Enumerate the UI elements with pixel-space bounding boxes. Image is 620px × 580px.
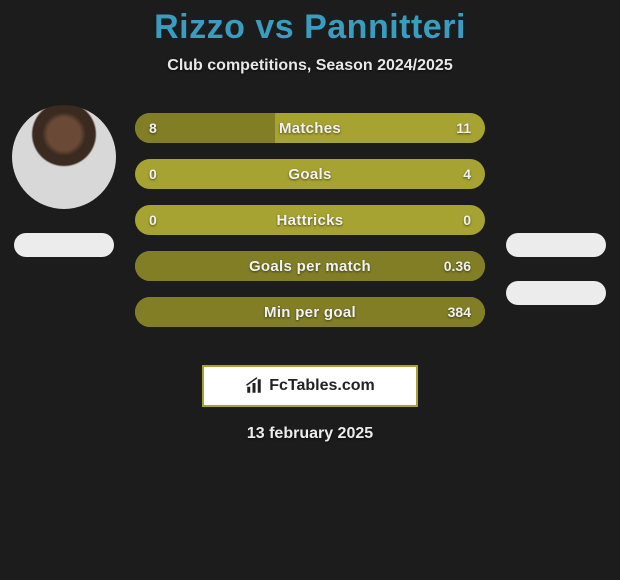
brand-text: FcTables.com — [269, 377, 375, 395]
stat-bars: 8 Matches 11 0 Goals 4 0 Hattricks 0 — [135, 113, 485, 343]
stat-row-matches: 8 Matches 11 — [135, 113, 485, 143]
comparison-panel: 8 Matches 11 0 Goals 4 0 Hattricks 0 — [0, 113, 620, 353]
stat-row-goals: 0 Goals 4 — [135, 159, 485, 189]
stat-label: Goals — [135, 159, 485, 189]
page-title: Rizzo vs Pannitteri — [0, 8, 620, 47]
player-right-name-pill-2 — [506, 281, 606, 305]
stat-row-gpm: Goals per match 0.36 — [135, 251, 485, 281]
stat-label: Matches — [135, 113, 485, 143]
player-right-name-pill — [506, 233, 606, 257]
player-left-column — [8, 105, 120, 257]
player-left-avatar — [12, 105, 116, 209]
chart-icon — [245, 377, 263, 395]
stat-value-right: 0 — [463, 205, 471, 235]
stat-value-right: 11 — [456, 113, 471, 143]
subtitle: Club competitions, Season 2024/2025 — [0, 57, 620, 75]
stat-label: Min per goal — [135, 297, 485, 327]
stat-row-hattricks: 0 Hattricks 0 — [135, 205, 485, 235]
date-text: 13 february 2025 — [0, 425, 620, 443]
stat-value-right: 4 — [463, 159, 471, 189]
stat-row-mpg: Min per goal 384 — [135, 297, 485, 327]
stat-value-right: 384 — [448, 297, 471, 327]
player-right-column — [500, 105, 612, 305]
stat-label: Goals per match — [135, 251, 485, 281]
brand-box[interactable]: FcTables.com — [202, 365, 418, 407]
player-left-name-pill — [14, 233, 114, 257]
stat-label: Hattricks — [135, 205, 485, 235]
stat-value-right: 0.36 — [444, 251, 471, 281]
